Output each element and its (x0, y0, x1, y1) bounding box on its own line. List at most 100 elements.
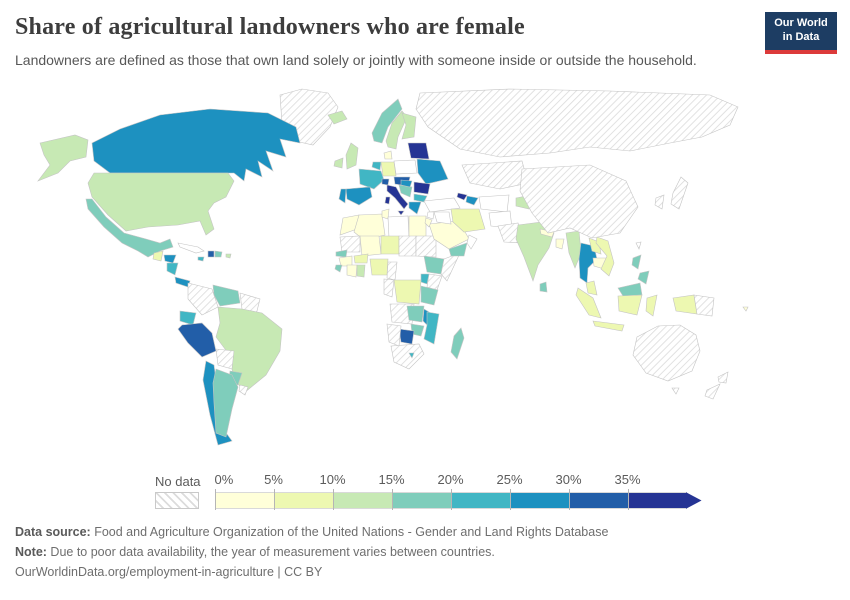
country-papua-new-guinea[interactable] (693, 294, 715, 317)
country-switzerland[interactable] (381, 178, 390, 186)
country-japan[interactable] (670, 176, 689, 210)
country-lesotho[interactable] (408, 352, 415, 359)
country-congo-gabon[interactable] (383, 278, 395, 298)
country-korea[interactable] (654, 194, 665, 210)
country-iceland[interactable] (327, 110, 348, 125)
country-jordan[interactable] (424, 217, 433, 228)
country-france[interactable] (358, 168, 385, 190)
country-madagascar[interactable] (450, 327, 465, 360)
country-russia[interactable] (415, 88, 739, 158)
country-bangladesh[interactable] (555, 238, 565, 250)
country-finland[interactable] (401, 112, 417, 140)
country-burkina-faso[interactable] (353, 253, 369, 264)
country-tasmania[interactable] (671, 387, 680, 395)
legend-bin-30-35[interactable]: 30% (556, 472, 628, 510)
country-benelux[interactable] (371, 161, 382, 171)
country-java[interactable] (592, 320, 625, 332)
country-venezuela[interactable] (212, 284, 241, 307)
country-nigeria[interactable] (369, 258, 389, 276)
country-peru[interactable] (177, 322, 217, 358)
country-united-states[interactable] (87, 172, 235, 236)
country-bulgaria[interactable] (413, 193, 428, 203)
country-iran[interactable] (450, 208, 486, 233)
country-norway[interactable] (371, 98, 403, 144)
country-united-kingdom[interactable] (345, 142, 359, 170)
country-dominican-republic[interactable] (214, 250, 223, 258)
legend-bin-35-plus[interactable]: 35% (615, 472, 687, 510)
country-alaska[interactable] (37, 134, 89, 182)
country-italy[interactable] (386, 184, 409, 210)
country-zambia[interactable] (406, 305, 425, 323)
country-brazil[interactable] (215, 306, 283, 394)
country-malaysia-peninsula[interactable] (585, 280, 598, 296)
country-puerto-rico[interactable] (225, 253, 232, 259)
country-ethiopia[interactable] (423, 255, 445, 275)
country-malaysia-borneo[interactable] (617, 282, 643, 297)
country-cuba[interactable] (177, 242, 205, 254)
country-uganda[interactable] (420, 273, 430, 285)
country-guatemala[interactable] (152, 250, 164, 262)
country-ivory-coast[interactable] (346, 264, 358, 278)
legend-bin-10-15[interactable]: 10% (320, 472, 392, 510)
country-ghana[interactable] (356, 264, 366, 278)
country-ecuador[interactable] (179, 310, 197, 326)
country-sierra-leone[interactable] (334, 264, 343, 273)
country-borneo-indonesia[interactable] (617, 294, 643, 316)
country-spain[interactable] (345, 186, 373, 206)
country-west-papua[interactable] (672, 294, 698, 315)
country-colombia[interactable] (187, 282, 219, 316)
country-botswana[interactable] (398, 328, 415, 345)
country-chad[interactable] (398, 235, 417, 257)
country-china-mongolia[interactable] (519, 164, 639, 239)
country-sudan[interactable] (415, 235, 437, 258)
country-hungary[interactable] (400, 179, 413, 188)
country-bolivia[interactable] (215, 348, 235, 370)
country-turkmenistan-uzbekistan[interactable] (478, 194, 510, 213)
country-myanmar[interactable] (565, 230, 582, 269)
legend-bin-0-5[interactable]: 0% (214, 472, 274, 510)
country-oman[interactable] (466, 234, 478, 250)
country-mauritania[interactable] (339, 235, 361, 253)
country-philippines-luzon[interactable] (631, 254, 642, 270)
country-somalia[interactable] (440, 252, 461, 282)
country-belarus-ukraine[interactable] (416, 158, 449, 185)
country-tanzania[interactable] (420, 285, 439, 306)
country-argentina[interactable] (212, 368, 239, 438)
country-georgia-armenia[interactable] (456, 192, 468, 201)
country-mexico[interactable] (85, 198, 174, 258)
country-baltic-states[interactable] (407, 142, 430, 160)
country-sweden[interactable] (385, 110, 408, 150)
country-cameroon[interactable] (386, 261, 398, 281)
country-new-zealand-north[interactable] (717, 371, 729, 384)
country-guinea[interactable] (338, 255, 353, 267)
legend-no-data[interactable]: No data (155, 474, 201, 509)
country-kenya[interactable] (426, 273, 443, 291)
country-nicaragua[interactable] (166, 262, 179, 276)
country-libya[interactable] (387, 215, 410, 239)
country-vietnam[interactable] (595, 236, 615, 277)
country-canada[interactable] (91, 108, 301, 182)
country-sardinia[interactable] (384, 196, 391, 205)
legend-bin-15-20[interactable]: 15% (379, 472, 451, 510)
country-mozambique[interactable] (423, 311, 440, 345)
legend-bin-5-10[interactable]: 5% (264, 472, 333, 510)
country-haiti[interactable] (207, 250, 215, 258)
country-new-zealand-south[interactable] (704, 383, 721, 400)
country-germany[interactable] (380, 161, 397, 177)
country-azerbaijan[interactable] (465, 195, 479, 206)
country-kazakhstan[interactable] (461, 160, 529, 190)
country-sicily[interactable] (397, 210, 405, 216)
country-sumatra[interactable] (575, 287, 602, 319)
country-ireland[interactable] (333, 157, 344, 169)
country-south-africa[interactable] (390, 343, 425, 370)
legend-bin-20-25[interactable]: 20% (438, 472, 510, 510)
country-namibia[interactable] (386, 323, 402, 347)
country-uruguay[interactable] (238, 384, 249, 396)
country-senegal[interactable] (335, 249, 348, 258)
legend-bin-25-30[interactable]: 25% (497, 472, 569, 510)
owid-logo[interactable]: Our World in Data (765, 12, 837, 54)
country-portugal[interactable] (338, 188, 347, 204)
country-egypt[interactable] (408, 215, 427, 239)
country-australia[interactable] (632, 324, 701, 382)
country-niger[interactable] (380, 235, 400, 255)
